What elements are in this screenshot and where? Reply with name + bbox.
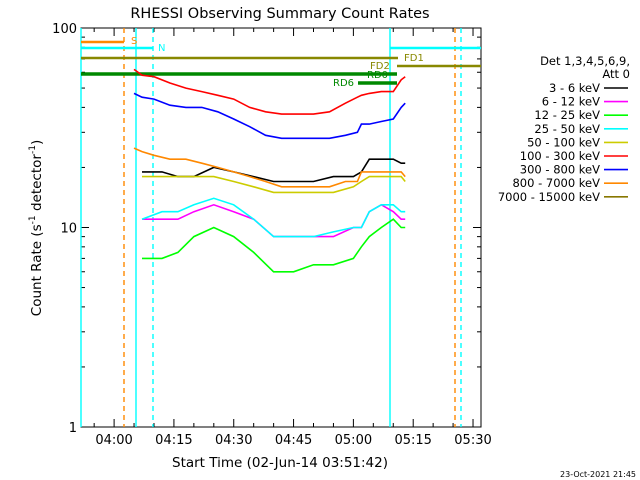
series-line-5: [133, 68, 406, 115]
interval-label-s: S: [131, 36, 137, 47]
legend-header-line-2: Att 0: [602, 67, 630, 81]
series-line-2: [142, 218, 406, 273]
legend-label: 25 - 50 keV: [534, 122, 600, 136]
legend-label: 50 - 100 keV: [527, 135, 600, 149]
interval-label-rd6: RD6: [333, 78, 354, 89]
legend-label: 100 - 300 keV: [520, 149, 600, 163]
legend-label: 12 - 25 keV: [534, 108, 600, 122]
x-axis-label: Start Time (02-Jun-14 03:51:42): [172, 455, 388, 471]
series-lines: [133, 68, 406, 273]
interval-label-fd2: FD2: [370, 61, 390, 72]
interval-label-fd1: FD1: [404, 53, 424, 64]
series-line-4: [142, 175, 406, 194]
x-tick-label: 05:00: [335, 433, 372, 448]
y-tick-label: 1: [69, 421, 77, 436]
interval-label-rd0: RD0: [367, 70, 388, 81]
x-tick-label: 04:00: [95, 433, 132, 448]
legend-label: 800 - 7000 keV: [512, 176, 600, 190]
chart-title: RHESSI Observing Summary Count Rates: [130, 6, 429, 22]
legend-label: 6 - 12 keV: [542, 95, 600, 109]
series-line-6: [133, 92, 406, 140]
y-axis-label-end: ): [29, 140, 45, 145]
y-axis-label: Count Rate (s-1 detector-1): [28, 140, 45, 316]
y-axis-label-sup: -1: [28, 215, 38, 224]
legend-header-line-1: Det 1,3,4,5,6,9,: [540, 54, 630, 68]
x-tick-label: 05:15: [394, 433, 431, 448]
x-tick-label: 04:15: [155, 433, 192, 448]
interval-label-n: N: [158, 43, 165, 54]
series-line-7: [133, 147, 406, 188]
y-axis-label-tail: detector: [29, 154, 45, 216]
legend-label: 3 - 6 keV: [549, 81, 600, 95]
y-tick-label: 100: [52, 22, 77, 37]
y-axis-label-sup2: -1: [28, 145, 38, 154]
x-tick-label: 05:30: [454, 433, 491, 448]
y-tick-label: 10: [60, 222, 77, 237]
footer-date: 23-Oct-2021 21:45: [560, 470, 636, 479]
y-axis-label-main: Count Rate (s: [29, 224, 45, 316]
series-line-3: [141, 197, 406, 238]
legend-label: 7000 - 15000 keV: [498, 190, 600, 204]
tick-marks: 04:00 04:15 04:30 04:45 05:00 05:15 05:30 1 10 10…: [52, 22, 492, 448]
x-tick-label: 04:30: [215, 433, 252, 448]
legend-label: 300 - 800 keV: [520, 163, 600, 177]
x-tick-label: 04:45: [275, 433, 312, 448]
